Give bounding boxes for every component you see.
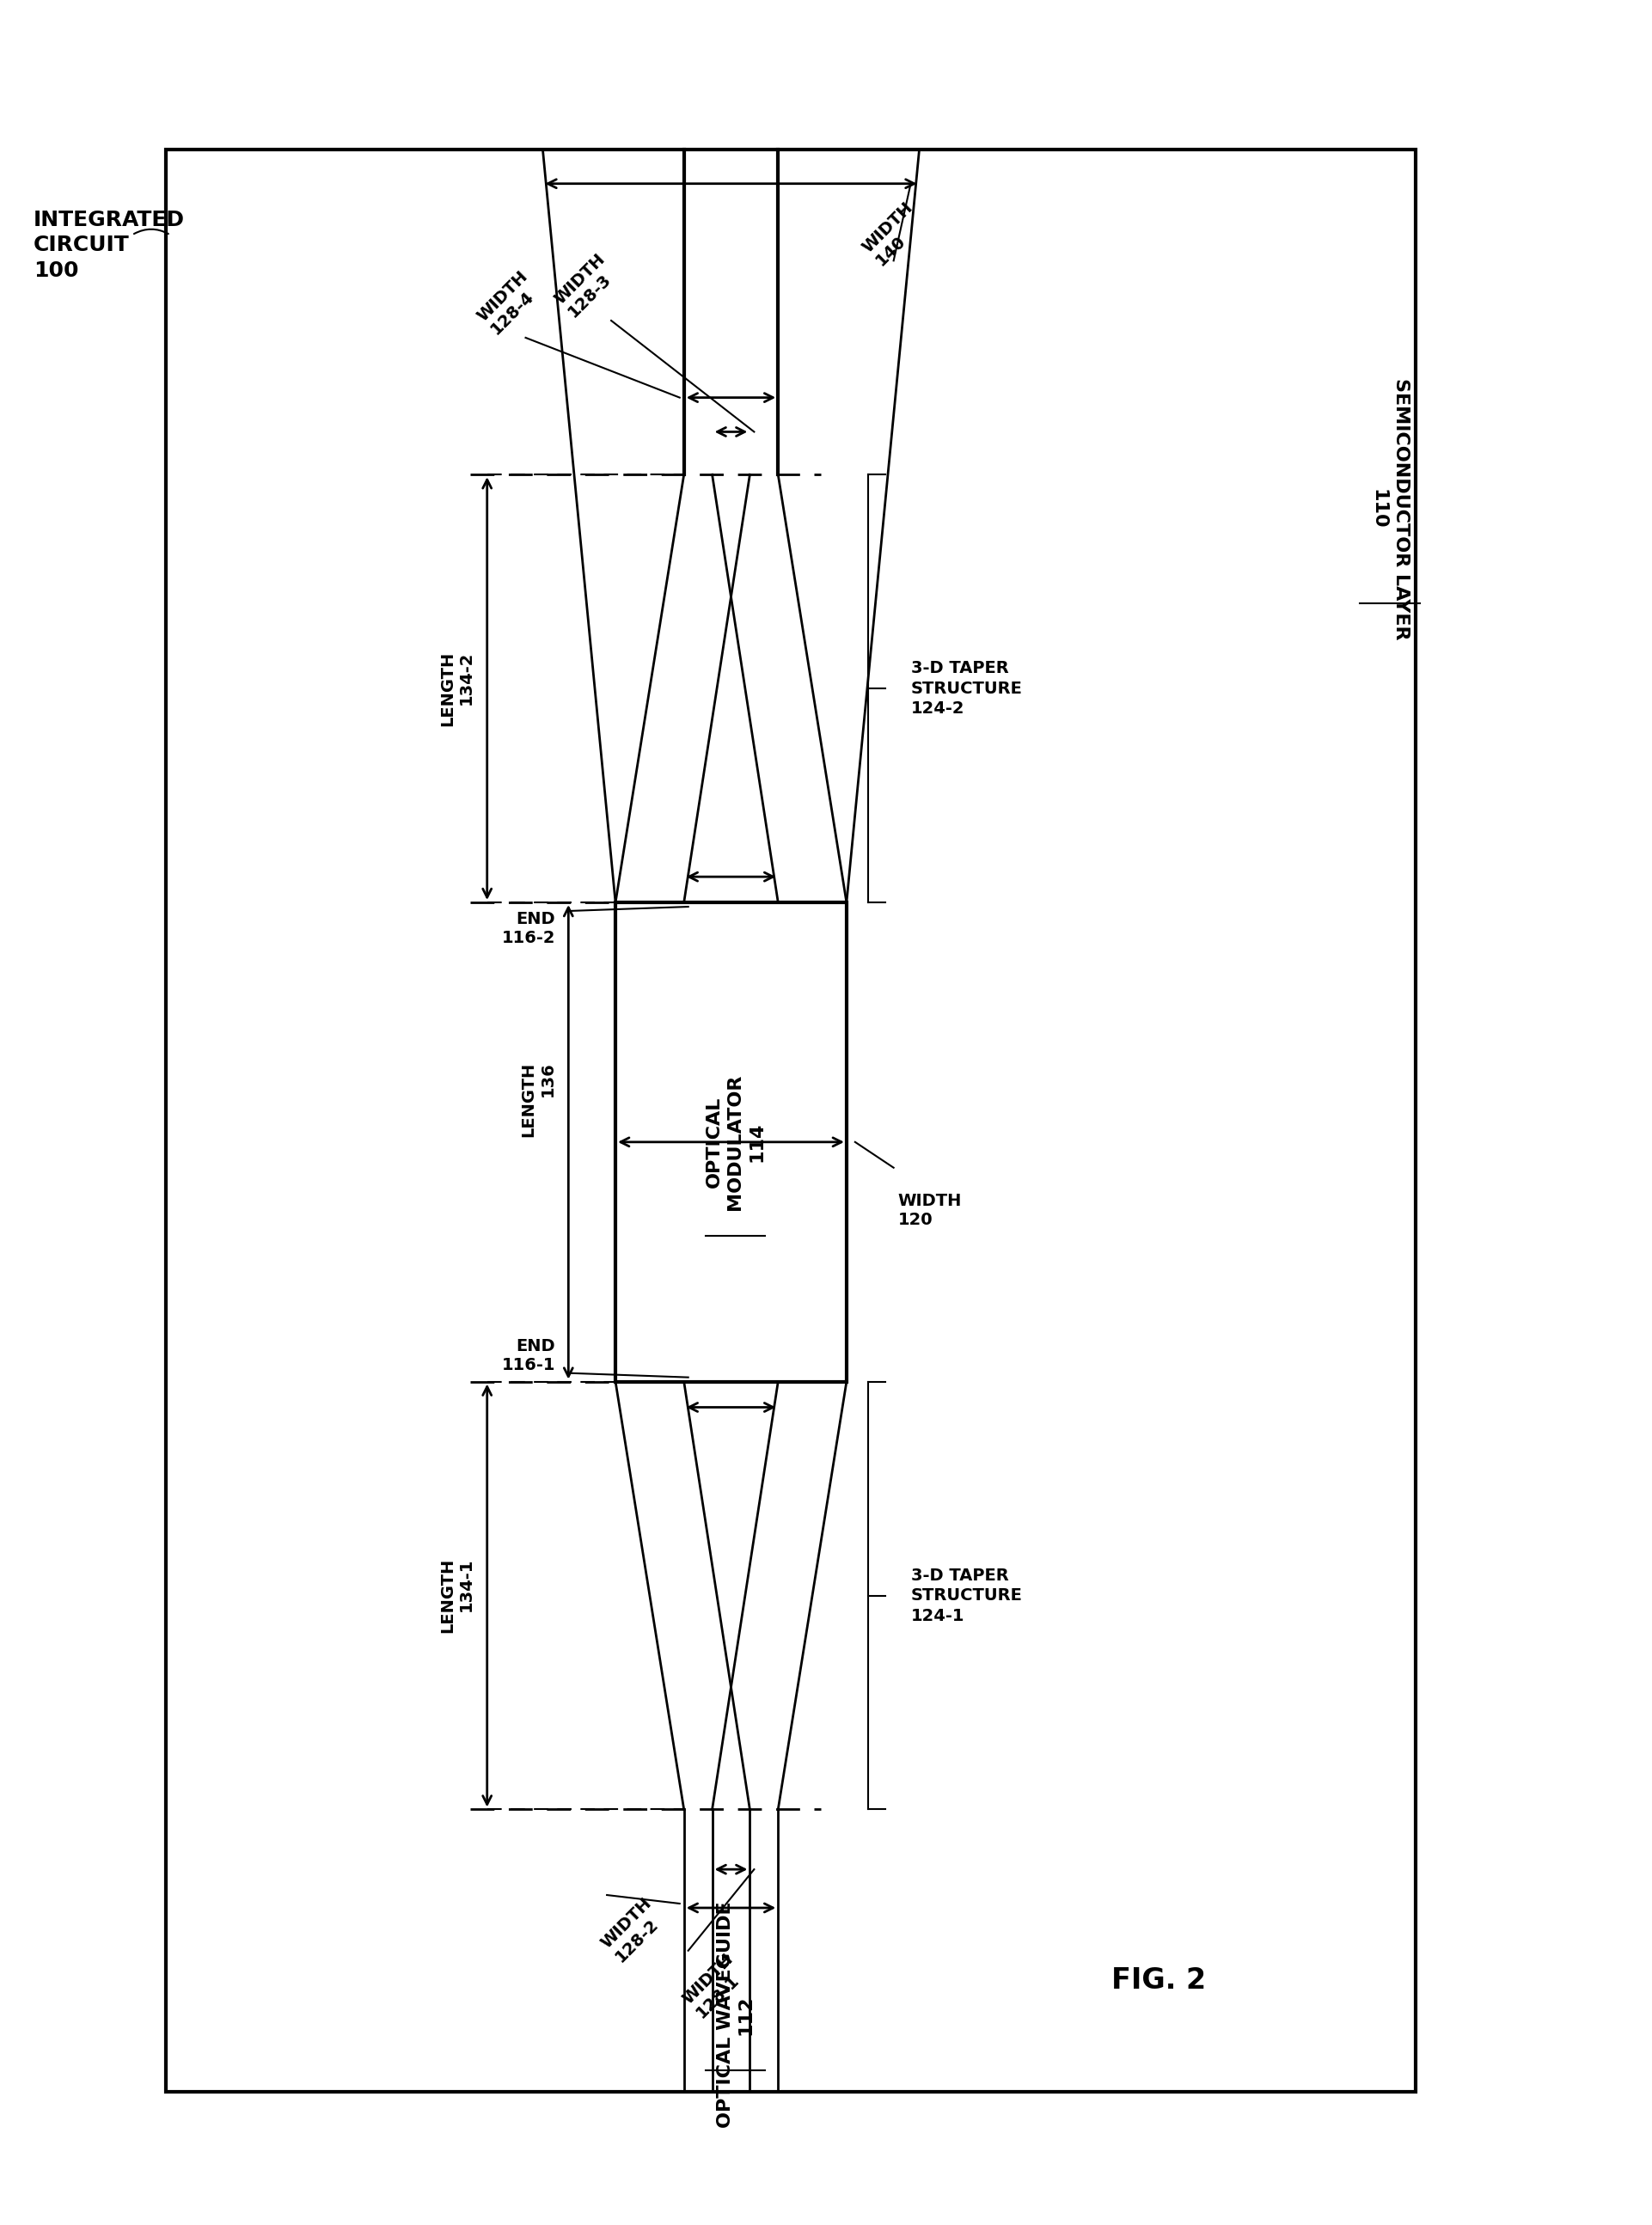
Bar	[167, 149, 1416, 2092]
Bar	[616, 903, 846, 1382]
Text: WIDTH
128-3: WIDTH 128-3	[552, 251, 621, 320]
Text: 3-D TAPER
STRUCTURE
124-2: 3-D TAPER STRUCTURE 124-2	[910, 661, 1023, 716]
Text: END
116-1: END 116-1	[502, 1337, 555, 1373]
Text: WIDTH
128-1: WIDTH 128-1	[679, 1951, 750, 2020]
Text: END
116-2: END 116-2	[502, 910, 555, 946]
Text: WIDTH
128-4: WIDTH 128-4	[474, 267, 545, 338]
Text: WIDTH
140: WIDTH 140	[859, 198, 930, 269]
Text: OPTICAL
MODULATOR
114: OPTICAL MODULATOR 114	[705, 1075, 765, 1210]
Text: WIDTH
120: WIDTH 120	[899, 1193, 961, 1228]
Text: FIG. 2: FIG. 2	[1112, 1967, 1206, 1996]
Text: 3-D TAPER
STRUCTURE
124-1: 3-D TAPER STRUCTURE 124-1	[910, 1566, 1023, 1624]
Text: INTEGRATED
CIRCUIT
100: INTEGRATED CIRCUIT 100	[33, 209, 185, 280]
Text: LENGTH
136: LENGTH 136	[520, 1061, 555, 1137]
Text: SEMICONDUCTOR LAYER
110: SEMICONDUCTOR LAYER 110	[1370, 378, 1409, 639]
Text: LENGTH
134-1: LENGTH 134-1	[439, 1558, 474, 1633]
Text: LENGTH
134-2: LENGTH 134-2	[439, 652, 474, 725]
Text: OPTICAL WAVEGUIDE
112: OPTICAL WAVEGUIDE 112	[717, 1902, 753, 2127]
Text: WIDTH
128-2: WIDTH 128-2	[598, 1896, 669, 1965]
